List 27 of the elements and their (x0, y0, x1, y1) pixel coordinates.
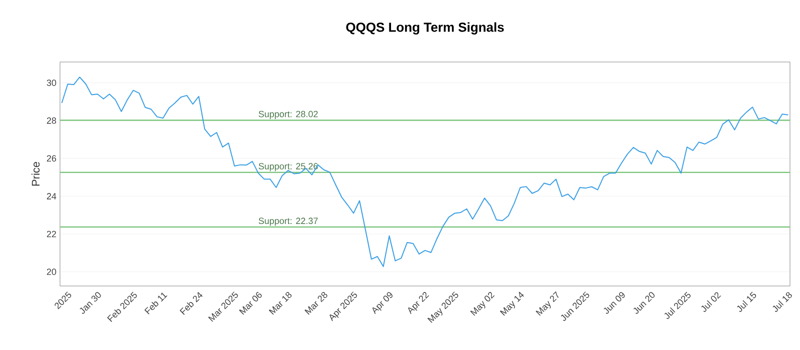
y-tick-label: 28 (46, 117, 56, 124)
x-tick-label: Mar 28 (304, 292, 328, 315)
x-tick-label: May 14 (500, 292, 524, 316)
x-tick-label: May 02 (470, 292, 495, 316)
x-tick-label: May 27 (536, 291, 559, 316)
x-tick-label: Feb 24 (180, 292, 203, 315)
x-tick-label: Feb 11 (144, 292, 168, 314)
x-tick-label: Jun 09 (604, 292, 625, 314)
y-tick-label: 22 (46, 230, 56, 238)
y-tick-label: 26 (46, 155, 56, 162)
x-tick-label: Apr 09 (372, 292, 392, 314)
x-tick-label: Jun 20 (633, 292, 655, 314)
y-axis-title: Price (32, 162, 40, 186)
y-tick-label: 24 (46, 193, 56, 200)
chart-title: QQQS Long Term Signals (346, 22, 504, 34)
y-tick-label: 30 (46, 80, 56, 86)
ref-line-label: Support: 22.37 (258, 218, 318, 226)
y-tick-label: 20 (46, 268, 56, 275)
x-tick-label: Jan 30 (80, 292, 101, 314)
x-tick-label: Jul 15 (737, 292, 756, 312)
x-tick-label: Jul 02 (701, 292, 722, 312)
x-tick-label: Jul 18 (772, 292, 792, 312)
line-series (61, 76, 789, 268)
x-tick-label: Mar 06 (239, 292, 262, 315)
x-tick-label: Mar 18 (268, 292, 292, 315)
ref-line-label: Support: 28.02 (258, 110, 318, 120)
x-tick-label: Apr 22 (408, 292, 430, 314)
